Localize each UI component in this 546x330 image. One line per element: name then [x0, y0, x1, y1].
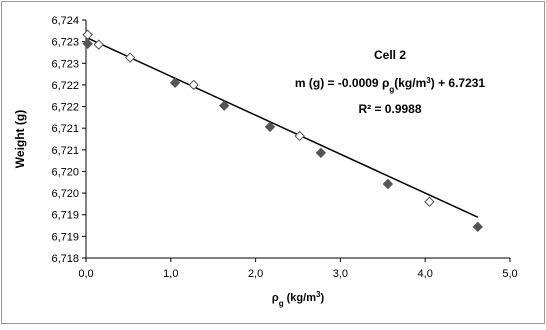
y-tick-label: 6,718: [51, 253, 79, 265]
r-squared: R² = 0.9988: [358, 102, 421, 116]
x-tick-label: 0,0: [78, 268, 93, 280]
text-part: ): [320, 292, 324, 304]
y-axis-label: Weight (g): [13, 110, 27, 168]
data-point: [82, 38, 93, 50]
y-tick-label: 6,720: [51, 188, 79, 200]
y-tick-label: 6,719: [51, 231, 79, 243]
data-point: [315, 147, 327, 159]
x-tick-label: 2,0: [248, 268, 263, 280]
x-tick-label: 5,0: [502, 268, 517, 280]
text-part: 6.7231: [448, 76, 485, 90]
x-tick-label: 1,0: [163, 268, 178, 280]
y-tick-label: 6,723: [51, 58, 79, 70]
text-part: g: [279, 299, 284, 308]
x-tick-label: 4,0: [418, 268, 433, 280]
chart-border: [1, 1, 545, 324]
data-point: [188, 79, 199, 91]
y-tick-label: 6,723: [51, 37, 79, 49]
y-tick-label: 6,724: [51, 15, 79, 27]
text-part: -0.0009: [338, 76, 379, 90]
text-part: m (g) =: [295, 76, 338, 90]
x-axis-label: ρg (kg/m3): [272, 290, 325, 308]
data-point: [124, 52, 136, 63]
text-part: g: [389, 85, 394, 94]
data-point: [93, 39, 104, 50]
text-part: 3: [316, 290, 321, 299]
x-tick-label: 3,0: [333, 268, 348, 280]
data-point: [294, 130, 305, 142]
data-point: [219, 100, 230, 111]
y-tick-label: 6,721: [51, 145, 79, 157]
text-part: ρ: [272, 292, 279, 304]
y-tick-label: 6,722: [51, 80, 79, 92]
y-tick-label: 6,721: [51, 123, 79, 135]
text-part: (kg/m: [284, 292, 317, 304]
data-point: [472, 221, 483, 233]
y-tick-label: 6,720: [51, 166, 79, 178]
data-point: [382, 178, 394, 190]
text-part: ) +: [431, 76, 449, 90]
data-point: [264, 121, 276, 133]
text-part: (kg/m: [394, 76, 426, 90]
y-tick-label: 6,719: [51, 210, 79, 222]
data-point: [169, 77, 181, 88]
y-tick-label: 6,722: [51, 102, 79, 114]
text-part: 3: [426, 76, 431, 85]
equation: m (g) = -0.0009 ρg(kg/m3) + 6.7231: [295, 76, 486, 94]
text-part: ρ: [379, 76, 390, 90]
data-point: [82, 29, 93, 40]
trendline: [85, 36, 479, 218]
annotation-title: Cell 2: [374, 48, 406, 62]
data-point: [424, 196, 435, 207]
